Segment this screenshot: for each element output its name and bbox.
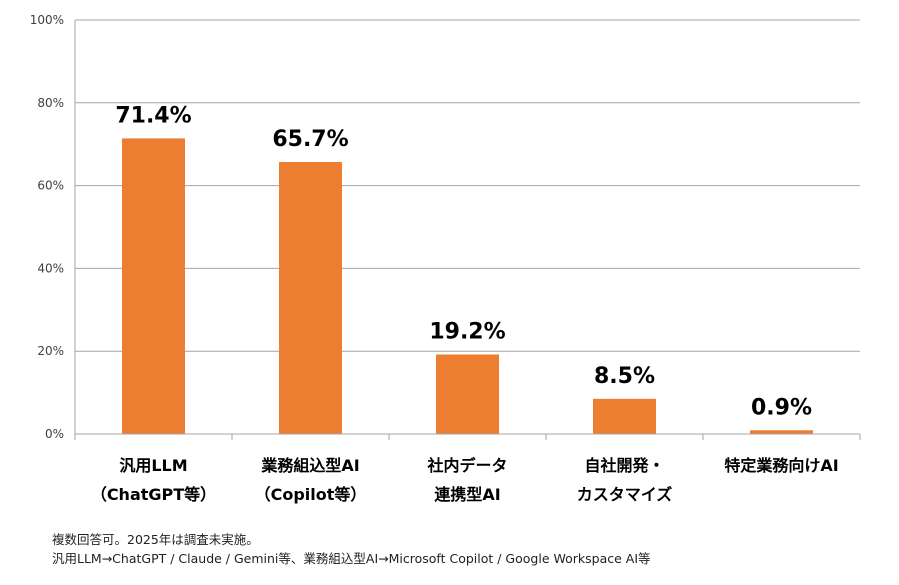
x-tick-label: 特定業務向けAI bbox=[724, 456, 838, 475]
x-tick-label-line: 社内データ bbox=[426, 456, 507, 475]
x-tick-label-line: （ChatGPT等） bbox=[91, 485, 216, 504]
bars bbox=[122, 138, 813, 435]
data-label: 19.2% bbox=[429, 320, 505, 345]
y-tick-label: 0% bbox=[45, 427, 64, 441]
x-tick-label: 自社開発・カスタマイズ bbox=[577, 456, 673, 504]
bar-chart: 0% 20% 40% 60% 80% 100% 71.4% 65.7% 19.2% 8.5% 0.… bbox=[30, 13, 861, 504]
footnote-1: 複数回答可。2025年は調査未実施。 bbox=[52, 532, 259, 547]
bar bbox=[279, 162, 342, 434]
x-axis: 汎用LLM （ChatGPT等） 業務組込型AI （Copilot等） 社内データ連携型… bbox=[74, 20, 861, 504]
y-tick-label: 80% bbox=[37, 96, 64, 110]
y-tick-label: 60% bbox=[37, 179, 64, 193]
gridlines bbox=[75, 19, 860, 352]
data-label: 0.9% bbox=[751, 395, 812, 420]
y-tick-label: 40% bbox=[37, 261, 64, 275]
y-tick-label: 20% bbox=[37, 344, 64, 358]
data-label: 71.4% bbox=[115, 103, 191, 128]
data-labels: 71.4% 65.7% 19.2% 8.5% 0.9% bbox=[115, 103, 812, 420]
y-tick-label: 100% bbox=[30, 13, 64, 27]
bar bbox=[122, 138, 185, 435]
data-label: 8.5% bbox=[594, 364, 655, 389]
data-label: 65.7% bbox=[272, 127, 348, 152]
footnote-2: 汎用LLM→ChatGPT / Claude / Gemini等、業務組込型AI… bbox=[52, 551, 651, 566]
x-tick-label-line: 自社開発・ bbox=[584, 456, 664, 475]
x-tick-label: 社内データ連携型AI bbox=[426, 456, 507, 504]
x-tick-label-line: （Copilot等） bbox=[255, 485, 367, 504]
x-tick-label-line: 汎用LLM bbox=[119, 456, 187, 475]
bar bbox=[593, 398, 656, 434]
x-tick-label-line: 業務組込型AI bbox=[260, 456, 359, 475]
bar bbox=[750, 430, 813, 434]
y-axis-ticks: 0% 20% 40% 60% 80% 100% bbox=[30, 13, 64, 441]
x-tick-label-line: 連携型AI bbox=[434, 485, 500, 504]
x-tick-label: 業務組込型AI （Copilot等） bbox=[255, 456, 367, 504]
x-tick-label-line: カスタマイズ bbox=[577, 485, 673, 504]
x-tick-label: 汎用LLM （ChatGPT等） bbox=[91, 456, 216, 504]
bar bbox=[436, 354, 499, 434]
x-tick-label-line: 特定業務向けAI bbox=[724, 456, 838, 475]
